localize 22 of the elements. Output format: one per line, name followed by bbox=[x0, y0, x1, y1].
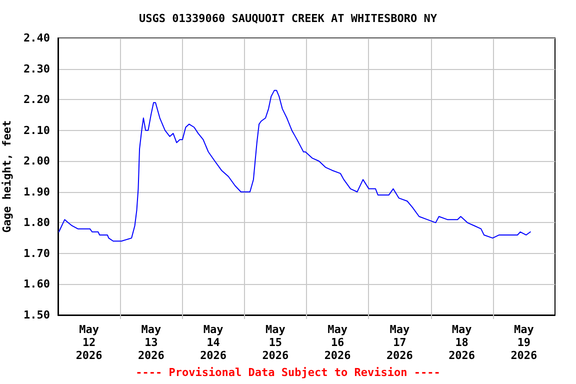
text: ---- Provisional Data Subject to Revision ---- bbox=[136, 366, 440, 379]
x-tick-label: May 12 2026 bbox=[76, 323, 103, 362]
y-tick-label: 2.30 bbox=[24, 62, 50, 76]
y-tick-label: 2.00 bbox=[24, 154, 50, 168]
chart-title: USGS 01339060 SAUQUOIT CREEK AT WHITESBORO NY bbox=[138, 12, 438, 25]
y-tick-label: 1.80 bbox=[24, 216, 50, 230]
x-tick-label: May 16 2026 bbox=[324, 323, 352, 362]
x-tick-label: May 13 2026 bbox=[138, 323, 165, 362]
line-series bbox=[58, 90, 531, 242]
x-tick-label: May 15 2026 bbox=[262, 323, 290, 362]
y-tick-label: 2.10 bbox=[24, 124, 50, 137]
y-tick-label: 2.40 bbox=[24, 32, 50, 44]
y-axis-title: Gage height, feet bbox=[0, 120, 14, 233]
x-tick-label: May 14 2026 bbox=[200, 323, 227, 362]
y-tick-label: 2.20 bbox=[24, 93, 50, 106]
x-tick-label: May 19 2026 bbox=[510, 323, 538, 362]
y-tick-label: 1.50 bbox=[24, 308, 50, 322]
y-tick-label: 1.70 bbox=[24, 246, 50, 260]
y-tick-label: 1.60 bbox=[24, 278, 50, 291]
x-tick-label: May 17 2026 bbox=[386, 323, 414, 362]
y-tick-label: 1.90 bbox=[24, 185, 50, 198]
x-tick-label: May 18 2026 bbox=[448, 323, 476, 362]
